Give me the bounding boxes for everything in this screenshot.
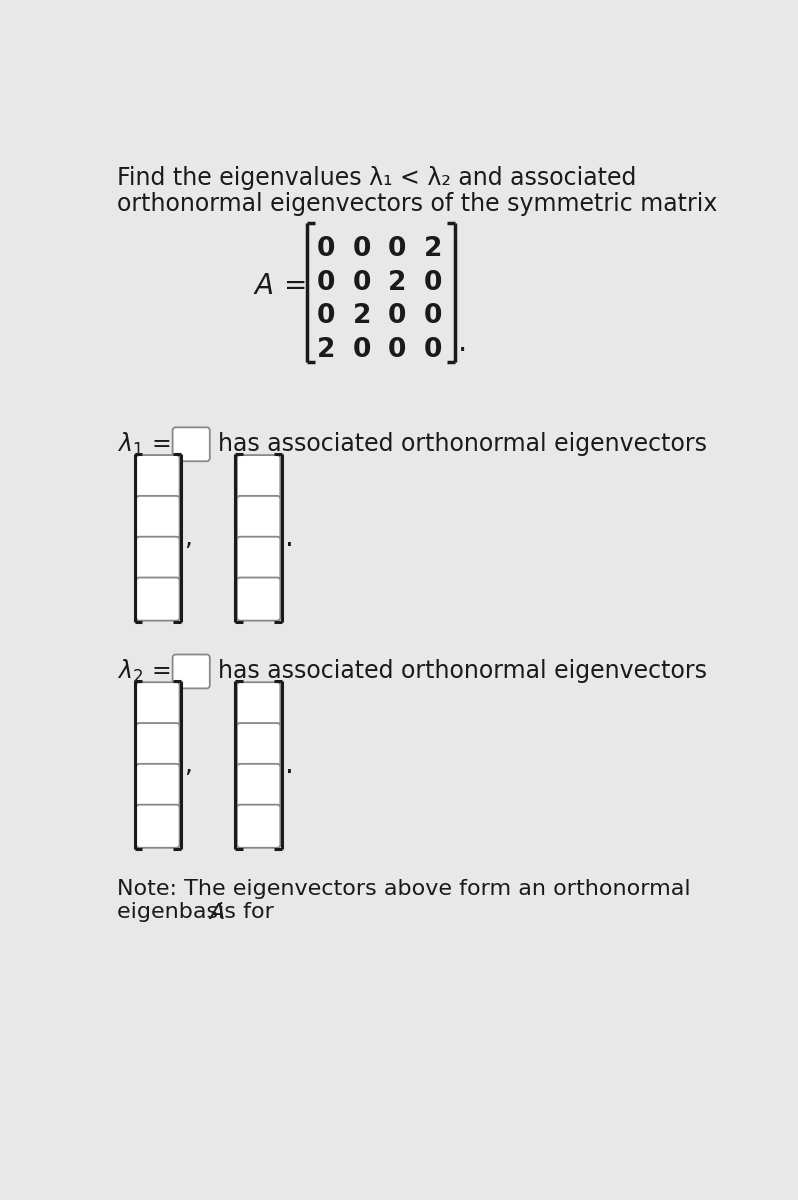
FancyBboxPatch shape <box>237 764 280 806</box>
Text: 2: 2 <box>317 337 335 364</box>
Text: Find the eigenvalues λ₁ < λ₂ and associated: Find the eigenvalues λ₁ < λ₂ and associa… <box>117 166 636 190</box>
Text: $\lambda_1\,=$: $\lambda_1\,=$ <box>117 431 171 458</box>
Text: Note: The eigenvectors above form an orthonormal: Note: The eigenvectors above form an ort… <box>117 880 690 899</box>
FancyBboxPatch shape <box>136 455 180 498</box>
FancyBboxPatch shape <box>237 496 280 539</box>
Text: .: . <box>218 902 224 923</box>
Text: 0: 0 <box>388 235 406 262</box>
Text: has associated orthonormal eigenvectors: has associated orthonormal eigenvectors <box>218 432 706 456</box>
Text: 0: 0 <box>317 270 335 295</box>
Text: $A$: $A$ <box>208 902 225 924</box>
Text: ,: , <box>184 526 192 550</box>
FancyBboxPatch shape <box>237 683 280 725</box>
Text: ,: , <box>184 754 192 778</box>
FancyBboxPatch shape <box>172 654 210 689</box>
Text: $\lambda_2\,=$: $\lambda_2\,=$ <box>117 658 171 685</box>
Text: $A\,=$: $A\,=$ <box>253 272 306 300</box>
FancyBboxPatch shape <box>237 455 280 498</box>
Text: 0: 0 <box>353 270 371 295</box>
Text: .: . <box>285 524 294 552</box>
FancyBboxPatch shape <box>237 577 280 620</box>
FancyBboxPatch shape <box>136 496 180 539</box>
FancyBboxPatch shape <box>136 764 180 806</box>
Text: .: . <box>285 751 294 779</box>
FancyBboxPatch shape <box>237 536 280 580</box>
Text: 0: 0 <box>317 304 335 329</box>
Text: 0: 0 <box>424 337 442 364</box>
FancyBboxPatch shape <box>136 805 180 847</box>
Text: eigenbasis for: eigenbasis for <box>117 902 281 923</box>
Text: 0: 0 <box>317 235 335 262</box>
Text: 0: 0 <box>388 304 406 329</box>
FancyBboxPatch shape <box>237 724 280 766</box>
Text: 0: 0 <box>353 235 371 262</box>
Text: 2: 2 <box>424 235 442 262</box>
Text: 0: 0 <box>424 270 442 295</box>
FancyBboxPatch shape <box>172 427 210 461</box>
Text: has associated orthonormal eigenvectors: has associated orthonormal eigenvectors <box>218 660 706 684</box>
FancyBboxPatch shape <box>136 724 180 766</box>
Text: 2: 2 <box>353 304 371 329</box>
Text: 0: 0 <box>424 304 442 329</box>
FancyBboxPatch shape <box>237 805 280 847</box>
Text: 0: 0 <box>388 337 406 364</box>
FancyBboxPatch shape <box>136 536 180 580</box>
FancyBboxPatch shape <box>136 577 180 620</box>
Text: orthonormal eigenvectors of the symmetric matrix: orthonormal eigenvectors of the symmetri… <box>117 192 717 216</box>
FancyBboxPatch shape <box>136 683 180 725</box>
Text: .: . <box>458 329 467 358</box>
Text: 2: 2 <box>388 270 406 295</box>
Text: 0: 0 <box>353 337 371 364</box>
